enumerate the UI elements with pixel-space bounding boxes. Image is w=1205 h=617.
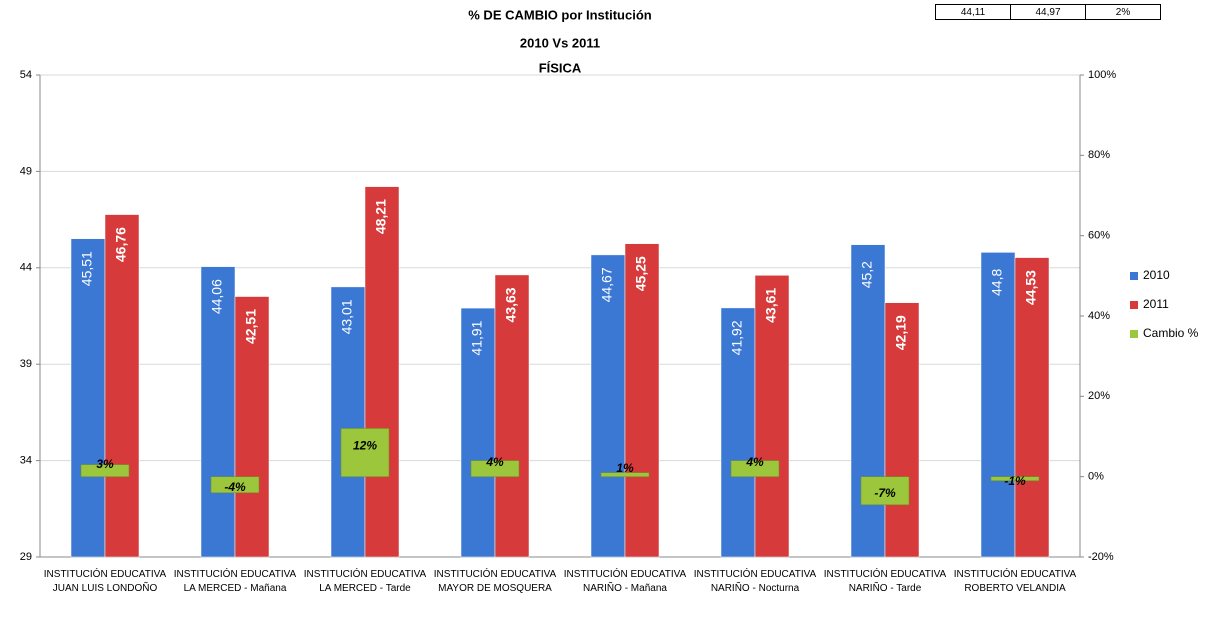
x-tick-label: INSTITUCIÓN EDUCATIVA NARIÑO - Mañana bbox=[563, 569, 687, 594]
chart-subtitle: 2010 Vs 2011 bbox=[520, 35, 600, 50]
change-label: -4% bbox=[224, 480, 246, 494]
value-label: 44,06 bbox=[209, 279, 225, 314]
change-bar bbox=[730, 460, 780, 477]
bar bbox=[720, 307, 756, 558]
bar bbox=[590, 254, 626, 558]
bar bbox=[850, 244, 886, 558]
value-label: 45,2 bbox=[859, 261, 875, 288]
y-tick-label: 34 bbox=[20, 455, 32, 467]
change-bar bbox=[990, 476, 1040, 481]
x-tick-label: INSTITUCIÓN EDUCATIVA ROBERTO VELANDIA bbox=[953, 569, 1077, 594]
bar bbox=[1014, 257, 1050, 558]
summary-cell: 44,11 bbox=[935, 4, 1011, 20]
value-label: 41,91 bbox=[469, 320, 485, 355]
bar bbox=[460, 307, 496, 558]
change-label: 12% bbox=[353, 439, 377, 453]
y2-tick-label: 80% bbox=[1088, 149, 1110, 161]
bar bbox=[330, 286, 366, 558]
summary-cell: 2% bbox=[1085, 4, 1161, 20]
legend-label: 2011 bbox=[1143, 297, 1169, 311]
change-label: 4% bbox=[485, 455, 504, 469]
legend-swatch bbox=[1130, 330, 1138, 338]
bar bbox=[104, 214, 140, 558]
y2-tick-label: 40% bbox=[1088, 310, 1110, 322]
y-tick-label: 54 bbox=[20, 69, 32, 81]
change-label: 4% bbox=[745, 455, 764, 469]
value-label: 41,92 bbox=[729, 320, 745, 355]
bar bbox=[200, 266, 236, 558]
value-label: 42,51 bbox=[243, 309, 259, 344]
legend-label: 2010 bbox=[1143, 268, 1170, 282]
value-label: 44,53 bbox=[1023, 270, 1039, 305]
chart-title: % DE CAMBIO por Institución bbox=[468, 7, 652, 22]
bar bbox=[980, 252, 1016, 558]
value-label: 46,76 bbox=[113, 227, 129, 262]
y-tick-label: 29 bbox=[20, 551, 32, 563]
y-tick-label: 49 bbox=[20, 165, 32, 177]
bar bbox=[624, 243, 660, 558]
chart-subject: FÍSICA bbox=[539, 60, 582, 75]
change-bar bbox=[470, 460, 520, 477]
y-tick-label: 39 bbox=[20, 358, 32, 370]
y2-tick-label: 20% bbox=[1088, 390, 1110, 402]
y2-tick-label: 0% bbox=[1088, 471, 1104, 483]
legend-label: Cambio % bbox=[1143, 326, 1199, 340]
y2-tick-label: -20% bbox=[1088, 551, 1114, 563]
x-tick-label: INSTITUCIÓN EDUCATIVA LA MERCED - Tarde bbox=[303, 569, 427, 594]
value-label: 43,01 bbox=[339, 299, 355, 334]
bar bbox=[234, 296, 270, 558]
bar bbox=[754, 275, 790, 558]
summary-table: 44,11 44,97 2% bbox=[935, 4, 1161, 20]
change-bar bbox=[210, 476, 260, 493]
change-label: 3% bbox=[96, 457, 114, 471]
change-label: 1% bbox=[616, 461, 634, 475]
value-label: 48,21 bbox=[373, 199, 389, 234]
value-label: 42,19 bbox=[893, 315, 909, 350]
change-label: -1% bbox=[1004, 474, 1026, 488]
y2-tick-label: 60% bbox=[1088, 230, 1110, 242]
legend-swatch bbox=[1130, 301, 1138, 309]
value-label: 45,25 bbox=[633, 256, 649, 291]
change-bar bbox=[80, 464, 130, 477]
change-bar bbox=[340, 428, 390, 477]
summary-cell: 44,97 bbox=[1010, 4, 1086, 20]
change-bar bbox=[600, 472, 650, 477]
x-tick-label: INSTITUCIÓN EDUCATIVA LA MERCED - Mañana bbox=[173, 569, 297, 594]
bar bbox=[364, 186, 400, 558]
x-tick-label: INSTITUCIÓN EDUCATIVA NARIÑO - Nocturna bbox=[693, 569, 817, 594]
change-bar bbox=[860, 476, 910, 506]
value-label: 45,51 bbox=[79, 251, 95, 286]
bar bbox=[884, 302, 920, 558]
y2-tick-label: 100% bbox=[1088, 69, 1116, 81]
bar bbox=[494, 274, 530, 558]
bar bbox=[70, 238, 106, 558]
x-tick-label: INSTITUCIÓN EDUCATIVA NARIÑO - Tarde bbox=[823, 569, 947, 594]
value-label: 44,8 bbox=[989, 269, 1005, 296]
value-label: 44,67 bbox=[599, 267, 615, 302]
x-tick-label: INSTITUCIÓN EDUCATIVA MAYOR DE MOSQUERA bbox=[433, 569, 557, 594]
legend-swatch bbox=[1130, 272, 1138, 280]
y-tick-label: 44 bbox=[20, 262, 32, 274]
x-tick-label: INSTITUCIÓN EDUCATIVA JUAN LUIS LONDOÑO bbox=[43, 569, 167, 594]
value-label: 43,61 bbox=[763, 288, 779, 323]
change-label: -7% bbox=[874, 486, 896, 500]
value-label: 43,63 bbox=[503, 287, 519, 322]
